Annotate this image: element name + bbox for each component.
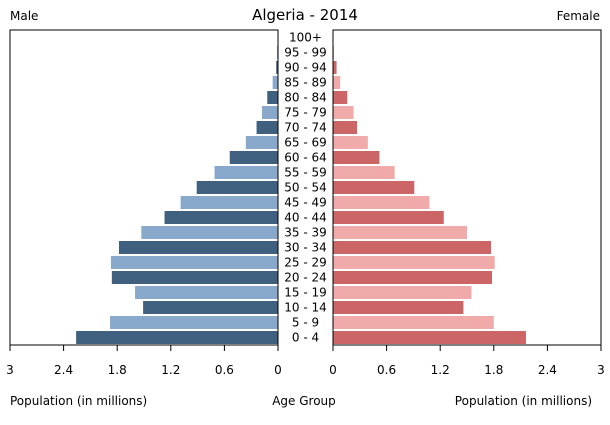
male-bar-40-44: [164, 211, 278, 224]
age-group-label-85-89: 85 - 89: [284, 76, 327, 90]
age-group-label-75-79: 75 - 79: [284, 106, 327, 120]
male-bar-80-84: [267, 91, 278, 104]
female-bar-10-14: [333, 301, 464, 314]
female-bar-35-39: [333, 226, 467, 239]
female-bar-90-94: [333, 61, 337, 74]
female-bar-30-34: [333, 241, 492, 254]
female-bar-55-59: [333, 166, 395, 179]
age-group-label-80-84: 80 - 84: [284, 91, 327, 105]
female-bar-80-84: [333, 91, 348, 104]
age-group-label-30-34: 30 - 34: [284, 241, 327, 255]
age-group-label-100: 100+: [289, 31, 322, 45]
male-bar-30-34: [118, 241, 279, 254]
age-group-label-65-69: 65 - 69: [284, 136, 327, 150]
female-tick-label-1: 0.6: [377, 363, 396, 377]
age-group-label-35-39: 35 - 39: [284, 226, 327, 240]
male-label: Male: [10, 9, 38, 23]
female-bar-20-24: [333, 271, 493, 284]
male-bar-50-54: [196, 181, 278, 194]
male-tick-label-0: 0: [274, 363, 282, 377]
female-bar-70-74: [333, 121, 358, 134]
male-bar-70-74: [256, 121, 278, 134]
male-bar-60-64: [229, 151, 278, 164]
age-group-label-90-94: 90 - 94: [284, 61, 327, 75]
female-tick-label-5: 3: [597, 363, 605, 377]
female-bar-0-4: [333, 331, 526, 344]
female-label: Female: [557, 9, 600, 23]
male-bar-45-49: [180, 196, 278, 209]
age-group-label-5-9: 5 - 9: [292, 316, 319, 330]
age-group-label-45-49: 45 - 49: [284, 196, 327, 210]
male-bar-90-94: [276, 61, 278, 74]
male-bar-15-19: [135, 286, 278, 299]
age-group-axis-title: Age Group: [272, 394, 336, 408]
female-bar-65-69: [333, 136, 368, 149]
age-group-label-40-44: 40 - 44: [284, 211, 327, 225]
age-group-label-50-54: 50 - 54: [284, 181, 327, 195]
female-bar-25-29: [333, 256, 495, 269]
female-bar-50-54: [333, 181, 415, 194]
age-group-label-60-64: 60 - 64: [284, 151, 327, 165]
age-group-label-20-24: 20 - 24: [284, 271, 327, 285]
male-axis-title: Population (in millions): [10, 394, 147, 408]
male-tick-label-1: 0.6: [215, 363, 234, 377]
female-bars-group: [333, 46, 526, 344]
female-tick-label-2: 1.2: [431, 363, 450, 377]
male-bar-10-14: [143, 301, 278, 314]
male-tick-label-4: 2.4: [54, 363, 73, 377]
female-tick-label-3: 1.8: [484, 363, 503, 377]
male-axis: 0 0.6 1.2 1.8 2.4 3: [6, 345, 282, 377]
female-bar-75-79: [333, 106, 354, 119]
female-bar-45-49: [333, 196, 430, 209]
male-tick-label-2: 1.2: [161, 363, 180, 377]
female-axis-title: Population (in millions): [455, 394, 592, 408]
chart-title: Algeria - 2014: [252, 6, 358, 24]
female-bar-5-9: [333, 316, 494, 329]
female-bar-15-19: [333, 286, 472, 299]
male-plot-frame: [9, 29, 279, 346]
male-bar-35-39: [141, 226, 278, 239]
female-bar-60-64: [333, 151, 380, 164]
age-group-label-95-99: 95 - 99: [284, 46, 327, 60]
male-bar-55-59: [214, 166, 278, 179]
male-tick-label-3: 1.8: [108, 363, 127, 377]
male-bars-group: [76, 46, 279, 344]
female-tick-label-0: 0: [329, 363, 337, 377]
male-bar-5-9: [110, 316, 278, 329]
male-bar-0-4: [76, 331, 278, 344]
male-bar-20-24: [111, 271, 278, 284]
age-group-label-15-19: 15 - 19: [284, 286, 327, 300]
age-group-label-0-4: 0 - 4: [292, 331, 319, 345]
male-tick-label-5: 3: [6, 363, 14, 377]
female-bar-85-89: [333, 76, 341, 89]
age-group-label-55-59: 55 - 59: [284, 166, 327, 180]
female-plot-frame: [332, 29, 602, 346]
age-group-label-10-14: 10 - 14: [284, 301, 327, 315]
age-group-label-25-29: 25 - 29: [284, 256, 327, 270]
male-bar-65-69: [245, 136, 278, 149]
age-group-label-70-74: 70 - 74: [284, 121, 327, 135]
male-bar-85-89: [272, 76, 278, 89]
male-bar-25-29: [110, 256, 278, 269]
female-tick-label-4: 2.4: [538, 363, 557, 377]
female-bar-40-44: [333, 211, 444, 224]
male-bar-75-79: [261, 106, 278, 119]
female-axis: 0 0.6 1.2 1.8 2.4 3: [329, 345, 605, 377]
